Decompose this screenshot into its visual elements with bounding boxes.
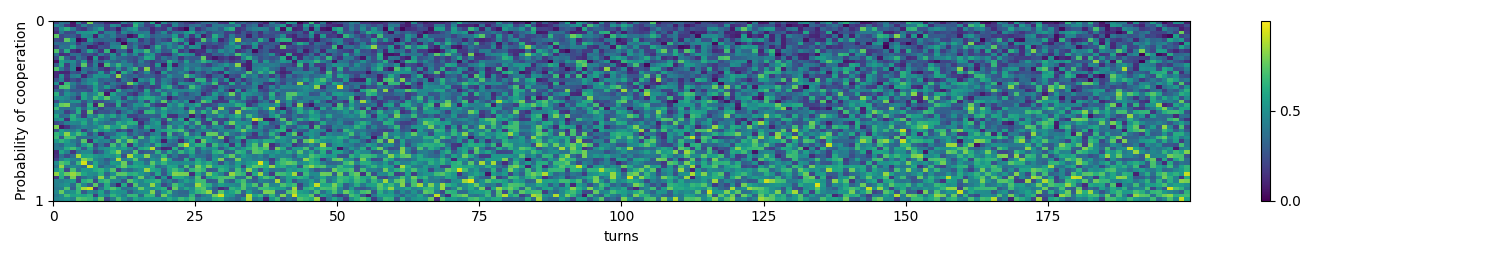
X-axis label: turns: turns [603, 230, 639, 244]
Y-axis label: Probability of cooperation: Probability of cooperation [15, 21, 28, 200]
